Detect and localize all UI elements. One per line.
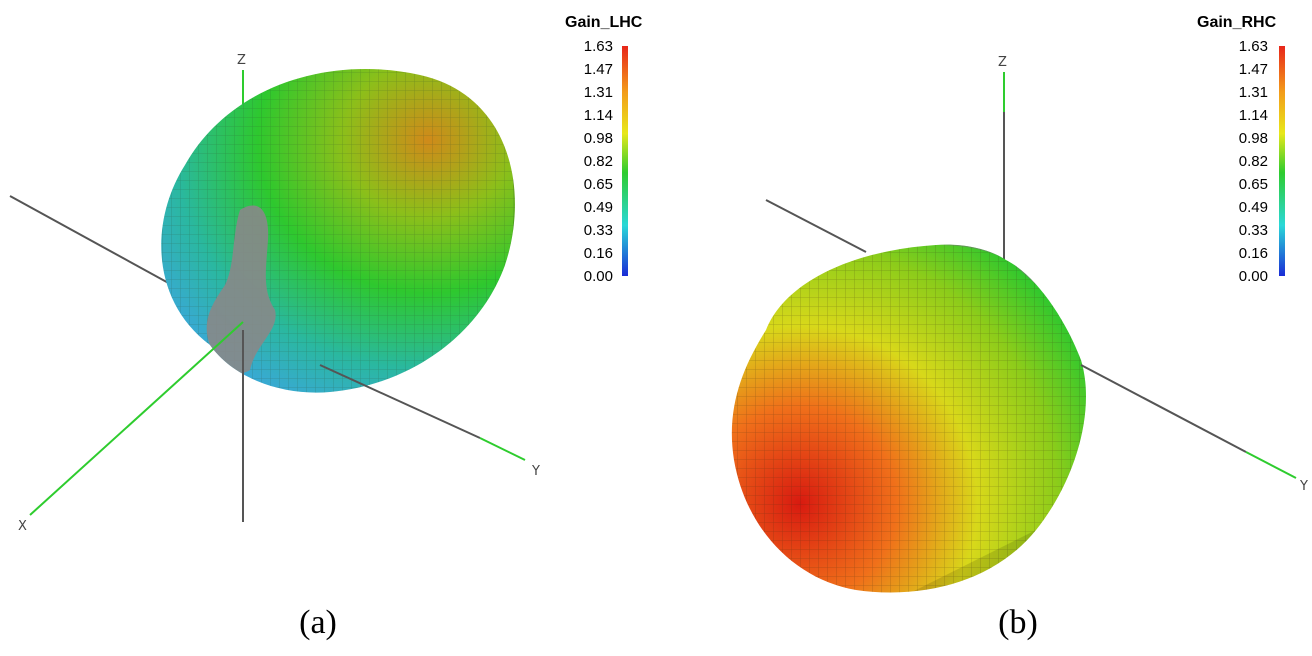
tick-label: 1.14 <box>1238 107 1268 124</box>
y-axis-front <box>1080 364 1247 453</box>
tick-label: 0.16 <box>1238 245 1268 262</box>
tick-label: 0.49 <box>583 199 613 216</box>
tick-label: 0.82 <box>583 153 613 170</box>
rhc-lobe <box>731 244 1086 593</box>
z-axis-label: Z <box>998 55 1007 70</box>
panel-b: Z Y Gain_RHC 1.63 1.47 1.31 1.14 0.98 0.… <box>656 0 1312 656</box>
tick-label: 0.98 <box>583 130 613 147</box>
radiation-pattern-a: Z Y X <box>9 46 628 534</box>
tick-label: 1.63 <box>583 38 613 55</box>
panel-caption: (b) <box>998 604 1038 641</box>
y-axis-label: Y <box>1299 479 1308 494</box>
tick-label: 1.31 <box>583 84 613 101</box>
tick-label: 1.47 <box>583 61 613 78</box>
z-axis-label: Z <box>237 53 246 68</box>
y-axis-tip <box>479 437 526 461</box>
tick-label: 0.33 <box>583 222 613 239</box>
tick-label: 0.00 <box>1238 268 1268 285</box>
legend-title: Gain_LHC <box>565 14 643 31</box>
tick-label: 1.63 <box>1238 38 1268 55</box>
y-axis-tip <box>1245 451 1297 479</box>
x-axis-label: X <box>18 519 27 534</box>
y-axis-front <box>319 364 481 439</box>
tick-label: 1.47 <box>1238 61 1268 78</box>
tick-label: 0.82 <box>1238 153 1268 170</box>
x-axis <box>29 321 244 516</box>
null-region <box>206 205 276 374</box>
tick-label: 0.98 <box>1238 130 1268 147</box>
y-axis-back <box>765 199 867 253</box>
tick-label: 0.65 <box>583 176 613 193</box>
tick-label: 0.16 <box>583 245 613 262</box>
tick-label: 0.49 <box>1238 199 1268 216</box>
tick-label: 1.31 <box>1238 84 1268 101</box>
panel-caption: (a) <box>299 604 337 641</box>
tick-label: 0.00 <box>583 268 613 285</box>
panel-a: Z Y X Gain_LHC 1.63 1.47 1.31 1.14 0.98 … <box>9 14 643 641</box>
color-scale-bar <box>622 46 628 276</box>
lhc-lobe <box>161 69 515 393</box>
y-axis-label: Y <box>531 464 540 479</box>
tick-label: 1.14 <box>583 107 613 124</box>
color-scale-bar <box>1279 46 1285 276</box>
tick-label: 0.33 <box>1238 222 1268 239</box>
tick-label: 0.65 <box>1238 176 1268 193</box>
legend-title: Gain_RHC <box>1197 14 1277 31</box>
radiation-pattern-b: Z Y <box>731 46 1308 593</box>
